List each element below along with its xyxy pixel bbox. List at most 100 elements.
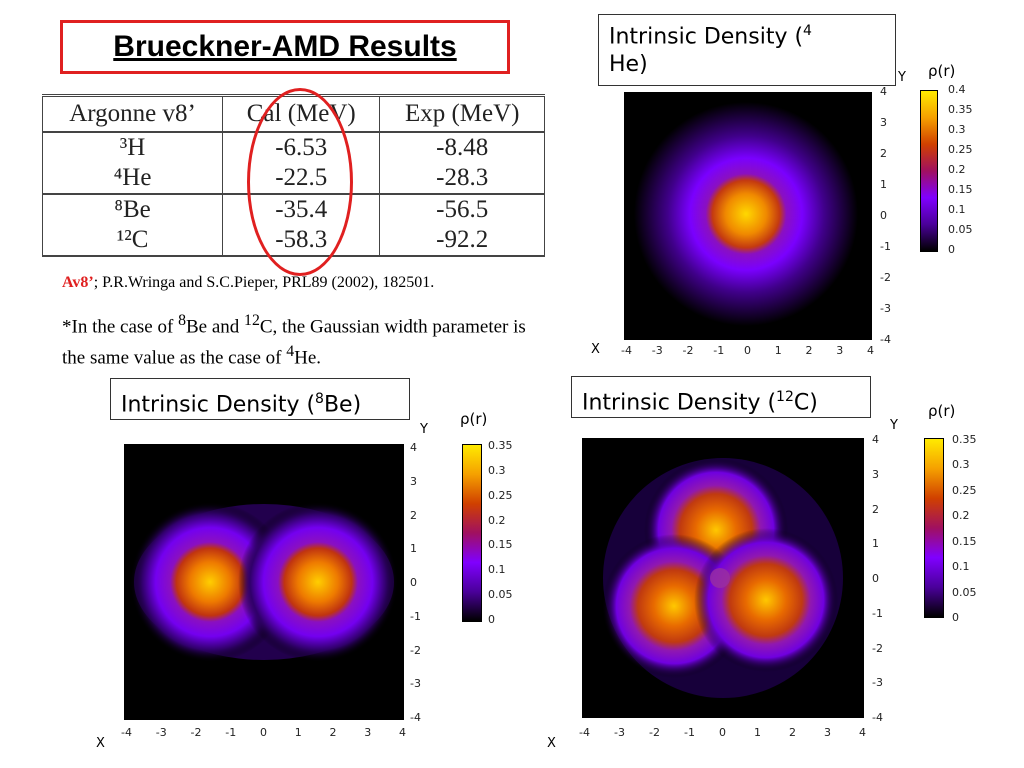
x-tick-label: 2: [805, 344, 813, 357]
density-plot-be8: [124, 444, 404, 720]
exp-cell: -92.2: [379, 225, 545, 257]
y-tick-label: -4: [872, 711, 883, 724]
caption-sup: 12: [776, 389, 794, 405]
density-plot-he4: [624, 92, 872, 340]
caption-be8: Intrinsic Density (8Be): [110, 378, 410, 420]
colorbar: [924, 438, 944, 618]
x-axis-label: X: [96, 736, 105, 751]
x-tick-label: -1: [713, 344, 725, 357]
highlight-ellipse: [247, 88, 353, 276]
colorbar-tick-label: 0.25: [952, 483, 977, 497]
y-tick-label: 4: [872, 433, 879, 446]
colorbar-tick-label: 0.25: [948, 143, 973, 156]
x-tick-label: 3: [364, 726, 372, 739]
caption-c12: Intrinsic Density (12C): [571, 376, 871, 418]
x-tick-label: -4: [579, 726, 590, 739]
x-tick-label: 4: [399, 726, 406, 739]
caption-sup: 8: [315, 391, 324, 407]
note-part: He.: [294, 347, 322, 369]
x-tick-label: -2: [190, 726, 202, 739]
colorbar-tick-label: 0: [488, 613, 495, 626]
x-tick-label: 1: [774, 344, 782, 357]
y-tick-label: -1: [880, 240, 891, 253]
x-tick-label: 1: [294, 726, 302, 739]
caption-he4: Intrinsic Density (4 He): [598, 14, 896, 86]
table-header: Argonne v8’: [41, 94, 224, 133]
exp-cell: -56.5: [379, 193, 545, 225]
slide-title: Brueckner-AMD Results: [113, 30, 457, 63]
note-part: C, the Gaussian width parameter is the s…: [62, 316, 526, 369]
colorbar-tick-label: 0.1: [952, 560, 970, 574]
note-part: Be and: [185, 316, 245, 338]
colorbar: [920, 90, 938, 252]
nucleus-cell: ⁴He: [41, 163, 224, 194]
reference-text: ; P.R.Wringa and S.C.Pieper, PRL89 (2002…: [93, 274, 435, 291]
colorbar: [462, 444, 482, 622]
caption-text: Intrinsic Density (: [609, 24, 804, 50]
colorbar-tick-label: 0.4: [948, 83, 966, 96]
caption-text: Intrinsic Density (: [121, 392, 316, 418]
density-blob: [634, 102, 858, 326]
caption-sup: 4: [803, 23, 812, 39]
y-tick-label: -4: [880, 333, 891, 346]
x-tick-label: -2: [682, 344, 694, 357]
x-tick-label: -1: [225, 726, 237, 739]
colorbar-label: ρ(r): [928, 62, 956, 80]
colorbar-tick-label: 0.15: [488, 538, 513, 552]
colorbar-tick-label: 0.1: [948, 203, 966, 216]
caption-text: He): [609, 52, 648, 78]
y-tick-label: 1: [410, 542, 417, 556]
x-axis-label: X: [547, 736, 556, 751]
colorbar-tick-label: 0: [952, 611, 959, 624]
y-tick-label: -3: [880, 302, 891, 315]
caption-text: Intrinsic Density (: [582, 390, 777, 416]
colorbar-tick-label: 0.3: [952, 458, 970, 472]
note-sup: 12: [244, 312, 260, 329]
nucleus-cell: ³H: [41, 132, 224, 163]
x-tick-label: 0: [744, 344, 751, 357]
note-sup: 8: [178, 312, 186, 329]
y-tick-label: 1: [880, 178, 887, 191]
y-tick-label: 1: [872, 537, 879, 551]
note-part: *In the case of: [62, 316, 179, 338]
x-tick-label: -4: [621, 344, 632, 357]
x-tick-label: -2: [649, 726, 660, 739]
x-tick-label: -1: [684, 726, 695, 739]
colorbar-tick-label: 0.3: [488, 463, 506, 477]
colorbar-tick-label: 0.05: [948, 223, 973, 236]
y-tick-label: 2: [880, 147, 887, 160]
y-tick-label: 0: [872, 572, 879, 585]
x-tick-label: 2: [329, 726, 337, 739]
y-axis-label: Y: [898, 70, 906, 85]
colorbar-tick-label: 0.2: [488, 513, 506, 527]
y-tick-label: 4: [410, 441, 417, 454]
note-sup: 4: [286, 343, 295, 361]
colorbar-tick-label: 0.15: [948, 183, 973, 196]
y-tick-label: 3: [872, 467, 879, 481]
y-tick-label: 2: [410, 508, 417, 522]
colorbar-tick-label: 0.35: [948, 103, 973, 116]
y-axis-label: Y: [420, 422, 428, 437]
y-tick-label: 3: [410, 474, 417, 488]
x-tick-label: 0: [260, 726, 267, 739]
table-header: Exp (MeV): [379, 94, 545, 133]
y-tick-label: -3: [410, 677, 421, 691]
y-tick-label: 3: [880, 116, 887, 129]
x-tick-label: -3: [614, 726, 625, 739]
colorbar-tick-label: 0.2: [948, 163, 966, 176]
colorbar-tick-label: 0.1: [488, 563, 506, 577]
caption-text: C): [793, 390, 818, 416]
x-tick-label: 1: [754, 726, 761, 739]
y-tick-label: 0: [410, 576, 417, 589]
x-tick-label: 3: [836, 344, 844, 357]
y-tick-label: -3: [872, 676, 883, 690]
y-tick-label: 2: [872, 502, 879, 516]
nucleus-cell: ⁸Be: [41, 193, 224, 225]
density-plot-c12: [582, 438, 864, 718]
colorbar-tick-label: 0.35: [488, 439, 513, 452]
x-tick-label: 3: [824, 726, 831, 739]
y-tick-label: 0: [880, 209, 887, 222]
y-tick-label: -1: [410, 609, 421, 623]
density-blob: [694, 528, 838, 672]
colorbar-tick-label: 0.25: [488, 488, 513, 502]
